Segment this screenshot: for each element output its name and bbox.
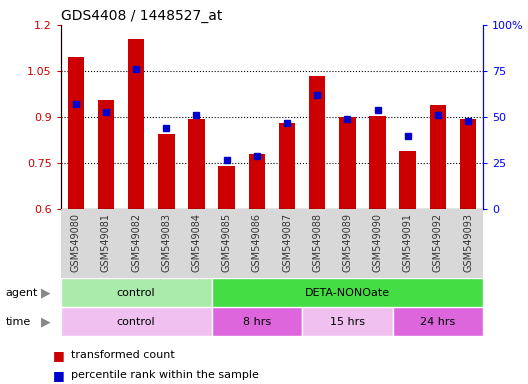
Text: time: time bbox=[5, 316, 31, 327]
Bar bbox=[399, 151, 416, 209]
Bar bbox=[302, 307, 393, 336]
Bar bbox=[369, 116, 386, 209]
Bar bbox=[393, 307, 483, 336]
Bar bbox=[339, 117, 356, 209]
Bar bbox=[61, 278, 212, 307]
Text: ■: ■ bbox=[53, 369, 64, 382]
Text: GSM549088: GSM549088 bbox=[312, 213, 322, 272]
Text: GSM549093: GSM549093 bbox=[463, 213, 473, 272]
Text: GSM549091: GSM549091 bbox=[403, 213, 413, 272]
Text: GSM549082: GSM549082 bbox=[131, 213, 141, 272]
Text: 15 hrs: 15 hrs bbox=[330, 316, 365, 327]
Bar bbox=[188, 119, 205, 209]
Text: GSM549092: GSM549092 bbox=[433, 213, 443, 272]
Bar bbox=[309, 76, 325, 209]
Text: GSM549086: GSM549086 bbox=[252, 213, 262, 272]
Text: GSM549087: GSM549087 bbox=[282, 213, 292, 272]
Bar bbox=[68, 57, 84, 209]
Bar bbox=[279, 123, 295, 209]
Bar bbox=[249, 154, 265, 209]
Bar bbox=[219, 166, 235, 209]
Bar bbox=[430, 105, 446, 209]
Text: transformed count: transformed count bbox=[71, 350, 175, 360]
Text: GSM549080: GSM549080 bbox=[71, 213, 81, 272]
Text: GSM549085: GSM549085 bbox=[222, 213, 232, 272]
Text: GSM549090: GSM549090 bbox=[373, 213, 382, 272]
Text: 24 hrs: 24 hrs bbox=[420, 316, 456, 327]
Text: agent: agent bbox=[5, 288, 37, 298]
Text: 8 hrs: 8 hrs bbox=[243, 316, 271, 327]
Text: ■: ■ bbox=[53, 349, 64, 362]
Text: GSM549089: GSM549089 bbox=[342, 213, 352, 272]
Bar bbox=[460, 119, 476, 209]
Bar bbox=[212, 278, 483, 307]
Bar bbox=[98, 100, 114, 209]
Text: GSM549084: GSM549084 bbox=[192, 213, 202, 272]
Text: GDS4408 / 1448527_at: GDS4408 / 1448527_at bbox=[61, 8, 222, 23]
Text: GSM549081: GSM549081 bbox=[101, 213, 111, 272]
Text: ▶: ▶ bbox=[41, 315, 51, 328]
Bar bbox=[158, 134, 175, 209]
Bar bbox=[61, 307, 212, 336]
Text: ▶: ▶ bbox=[41, 286, 51, 299]
Text: DETA-NONOate: DETA-NONOate bbox=[305, 288, 390, 298]
Text: GSM549083: GSM549083 bbox=[162, 213, 171, 272]
Text: percentile rank within the sample: percentile rank within the sample bbox=[71, 370, 259, 380]
Text: control: control bbox=[117, 288, 155, 298]
Text: control: control bbox=[117, 316, 155, 327]
Bar bbox=[212, 307, 302, 336]
Bar bbox=[128, 39, 145, 209]
